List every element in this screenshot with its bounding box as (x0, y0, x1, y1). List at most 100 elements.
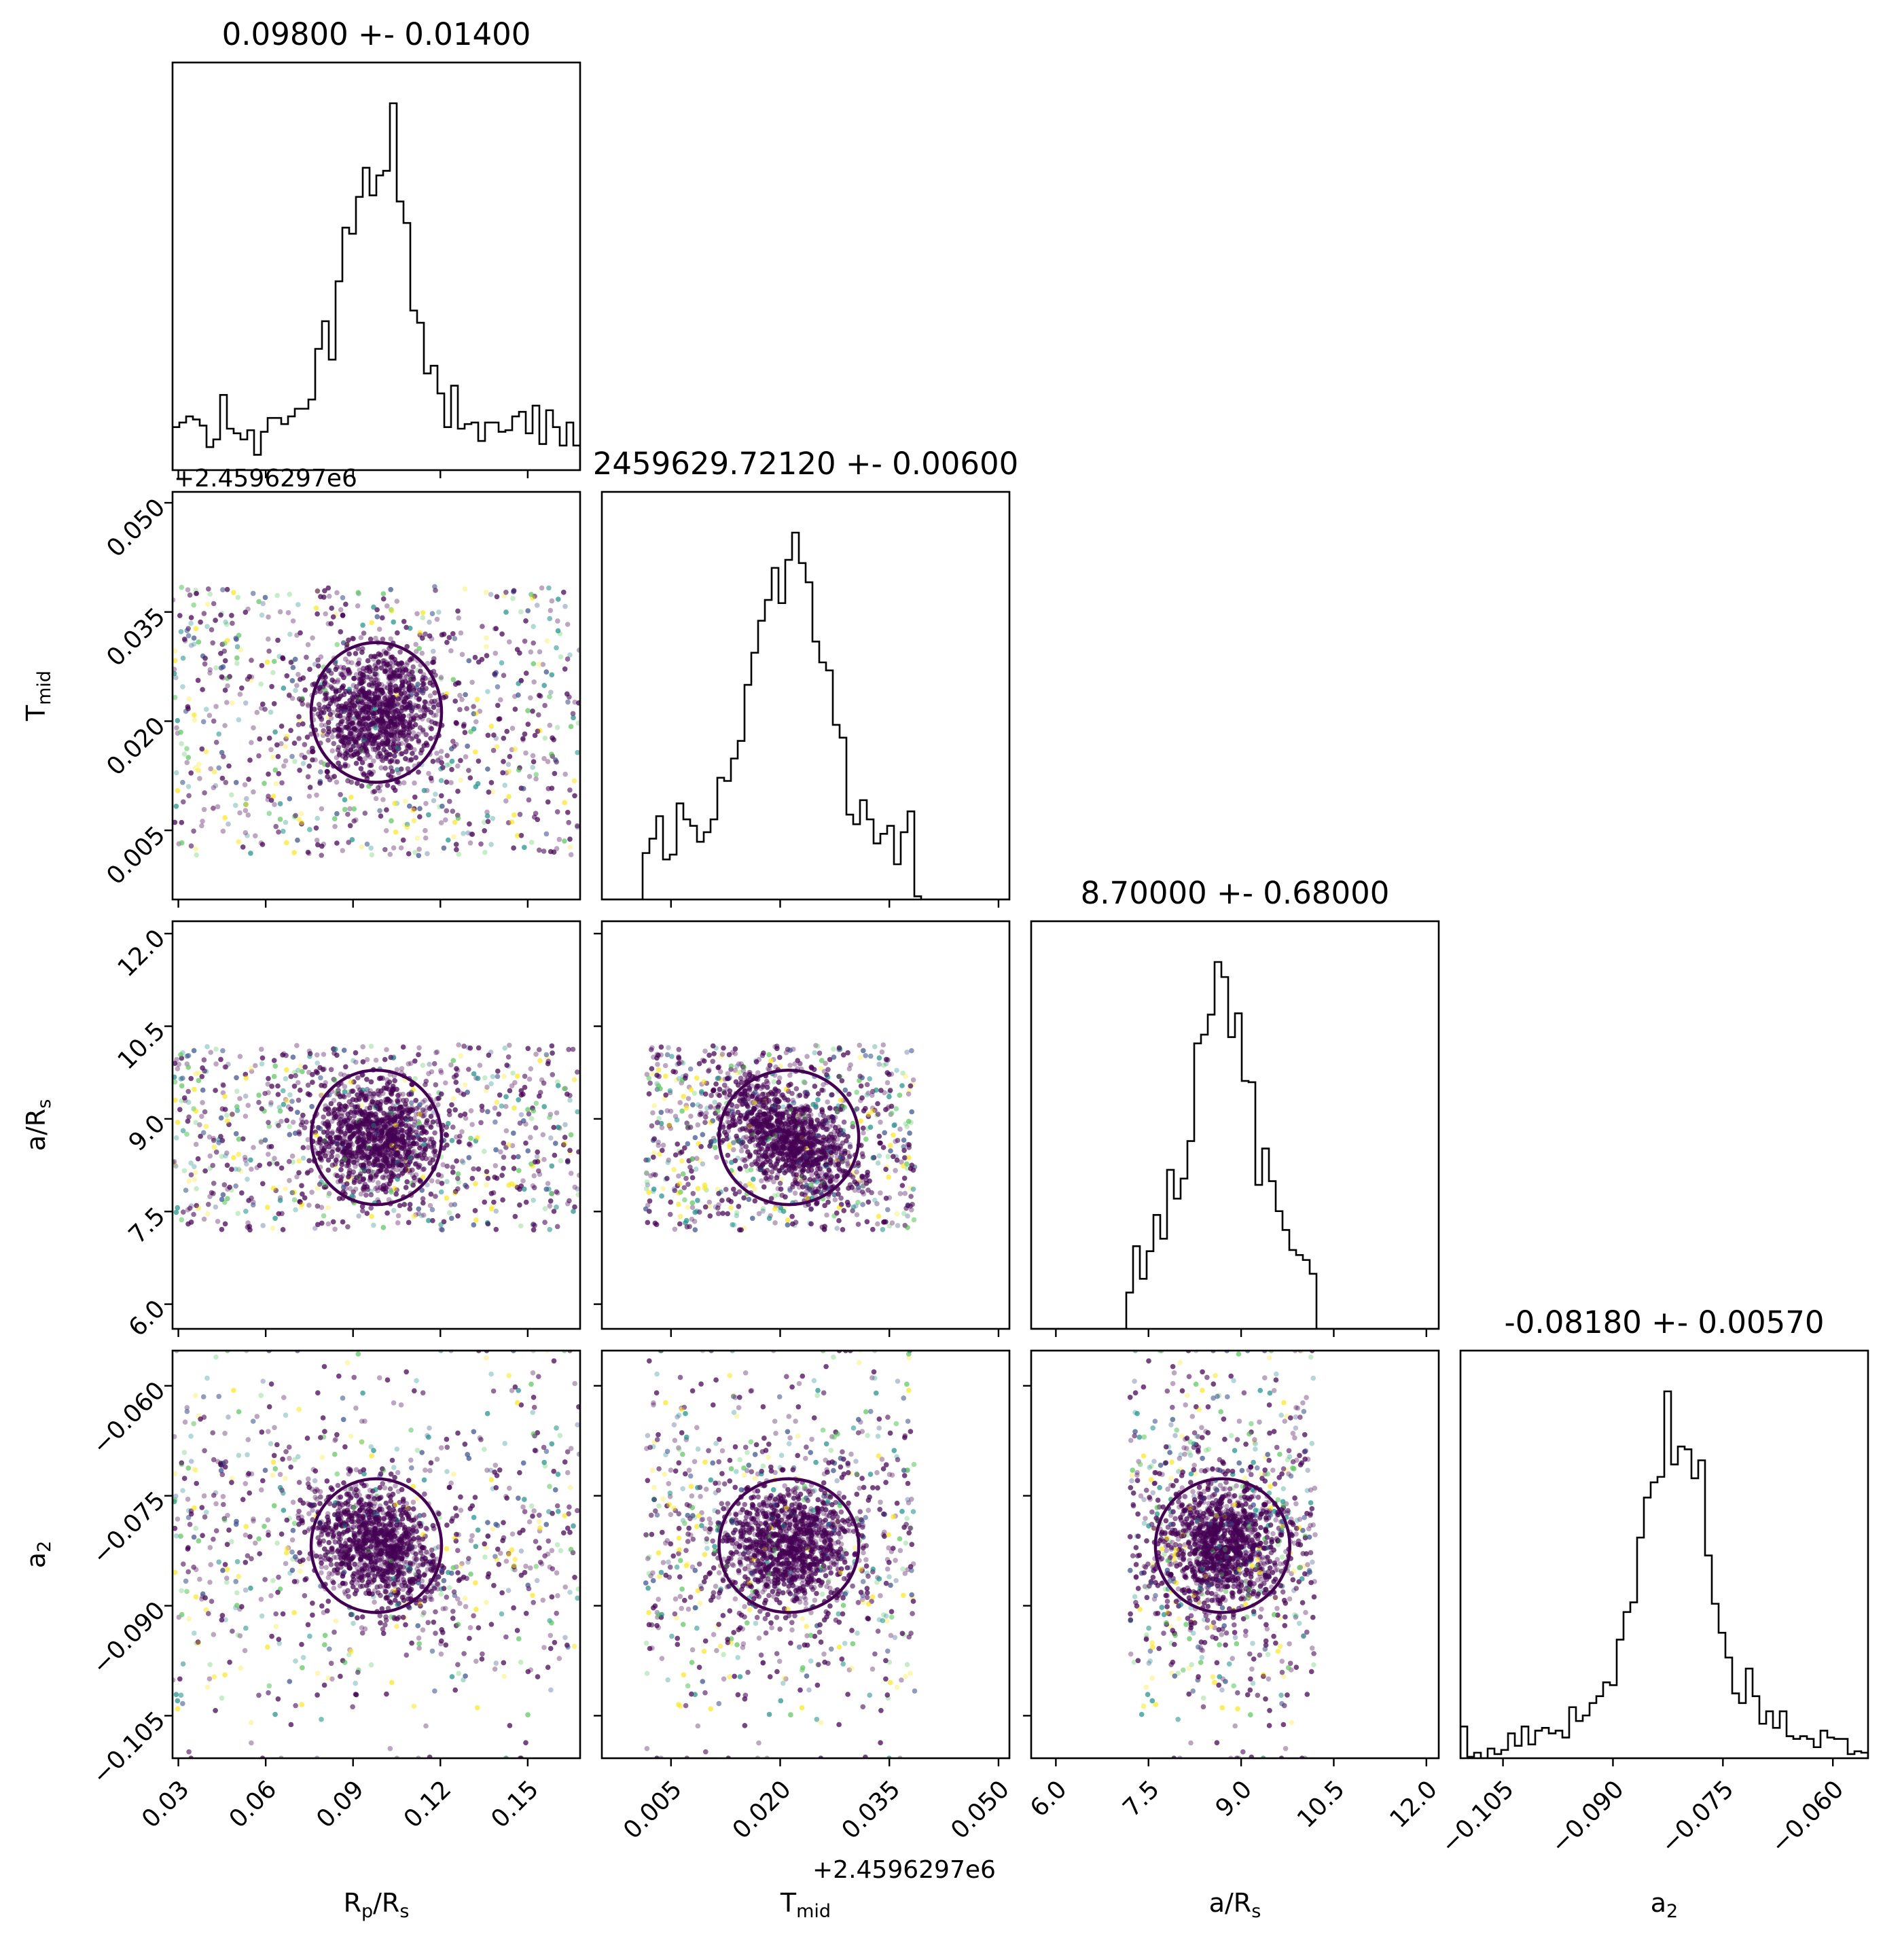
sample-point (368, 771, 374, 777)
sample-point (361, 705, 367, 711)
sample-point (222, 641, 228, 646)
sample-point (272, 729, 278, 735)
sample-point (363, 704, 369, 710)
sample-point (366, 732, 372, 738)
sample-point (199, 746, 205, 752)
sample-point (329, 774, 335, 781)
sample-point (374, 750, 380, 755)
sample-point (501, 593, 507, 599)
sample-point (307, 827, 312, 832)
sample-point (441, 845, 447, 851)
sample-point (374, 694, 380, 700)
sample-point (389, 818, 394, 823)
sample-point (296, 696, 302, 702)
sample-point (332, 816, 338, 821)
sample-point (432, 690, 437, 696)
sample-point (575, 824, 580, 830)
sample-point (192, 717, 198, 723)
sample-point (537, 847, 542, 853)
sample-point (313, 605, 319, 611)
sample-point (528, 1135, 533, 1140)
sample-point (266, 771, 271, 777)
sample-point (332, 823, 338, 830)
sample-point (368, 845, 374, 851)
sample-point (561, 590, 567, 595)
sample-point (399, 715, 405, 721)
sample-point (211, 601, 217, 607)
sample-point (335, 679, 340, 685)
sample-point (357, 710, 362, 716)
sample-point (528, 1116, 535, 1122)
sample-point (425, 660, 431, 666)
sample-point (348, 731, 354, 736)
sample-point (571, 715, 576, 721)
sample-point (416, 645, 422, 652)
sample-point (374, 666, 379, 671)
sample-point (394, 729, 400, 735)
sample-point (518, 785, 524, 791)
sample-point (325, 762, 331, 768)
sample-point (315, 611, 320, 617)
sample-point (305, 702, 311, 707)
sample-point (272, 729, 278, 735)
sample-point (376, 720, 382, 726)
sample-point (407, 803, 412, 809)
sample-point (378, 687, 384, 693)
sample-point (173, 1163, 179, 1169)
sample-point (319, 760, 324, 765)
sample-point (370, 710, 376, 715)
sample-point (193, 1141, 199, 1147)
sample-point (453, 719, 459, 726)
sample-point (386, 709, 392, 715)
sample-point (447, 798, 452, 804)
sample-point (186, 696, 192, 702)
sample-point (317, 781, 323, 786)
sample-point (185, 633, 192, 639)
sample-point (286, 692, 292, 698)
sample-point (461, 1160, 466, 1165)
sample-point (346, 709, 353, 715)
sample-point (256, 753, 262, 759)
sample-point (431, 656, 437, 662)
sample-point (399, 701, 405, 707)
sample-point (572, 699, 577, 705)
sample-point (404, 644, 410, 649)
sample-point (397, 663, 402, 669)
sample-point (431, 701, 437, 707)
sample-point (341, 692, 347, 698)
sample-point (393, 688, 399, 693)
sample-point (361, 714, 367, 720)
sample-point (427, 725, 433, 730)
sample-point (369, 852, 375, 858)
sample-point (204, 1044, 210, 1050)
sample-point (549, 785, 555, 791)
sample-point (358, 766, 364, 772)
sample-point (418, 707, 423, 713)
sample-point (363, 742, 368, 747)
sample-point (516, 681, 521, 686)
sample-point (270, 670, 276, 675)
sample-point (256, 599, 262, 605)
sample-point (397, 674, 403, 679)
sample-point (193, 590, 199, 596)
sample-point (338, 664, 344, 670)
sample-point (549, 672, 555, 678)
sample-point (343, 755, 348, 761)
sample-point (388, 774, 394, 780)
sample-point (353, 711, 359, 716)
sample-point (367, 762, 373, 768)
sample-point (520, 737, 526, 743)
sample-point (266, 1152, 271, 1157)
sample-point (372, 741, 378, 746)
sample-point (547, 694, 552, 700)
sample-point (351, 683, 357, 688)
sample-point (338, 629, 344, 635)
sample-point (242, 1154, 248, 1160)
sample-point (435, 708, 442, 713)
sample-point (184, 746, 190, 751)
sample-point (522, 844, 527, 851)
sample-point (444, 753, 450, 758)
sample-point (334, 810, 340, 817)
sample-point (233, 635, 239, 641)
sample-point (347, 712, 353, 718)
